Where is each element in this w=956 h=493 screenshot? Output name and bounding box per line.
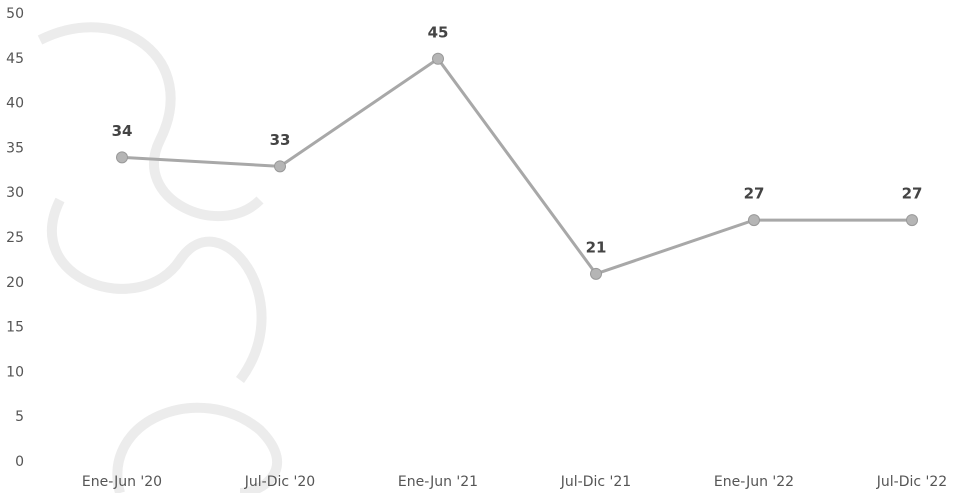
- value-label: 34: [112, 122, 133, 140]
- x-tick-label: Jul-Dic '21: [560, 474, 631, 490]
- x-tick-label: Ene-Jun '22: [714, 474, 794, 490]
- point: [590, 267, 602, 280]
- y-tick-label: 15: [6, 320, 24, 336]
- value-label: 21: [586, 238, 607, 256]
- y-tick-label: 10: [6, 364, 24, 380]
- y-tick-label: 50: [6, 6, 24, 22]
- point: [432, 52, 444, 65]
- x-tick-label: Jul-Dic '22: [876, 474, 947, 490]
- value-label: 33: [270, 131, 291, 149]
- point: [274, 160, 286, 173]
- y-tick-label: 35: [6, 140, 24, 156]
- value-label: 27: [744, 185, 765, 203]
- y-tick-label: 0: [15, 454, 24, 470]
- line: [121, 56, 912, 276]
- point: [748, 214, 760, 227]
- y-tick-label: 5: [15, 409, 24, 425]
- background-ornament: [37, 22, 283, 493]
- x-tick-label: Ene-Jun '21: [398, 474, 478, 490]
- x-tick-label: Ene-Jun '20: [82, 474, 162, 490]
- y-tick-label: 30: [6, 185, 24, 201]
- x-tick-label: Jul-Dic '20: [244, 474, 315, 490]
- y-tick-label: 25: [6, 230, 24, 246]
- value-label: 27: [902, 185, 923, 203]
- y-tick-label: 20: [6, 275, 24, 291]
- point: [116, 151, 128, 164]
- y-tick-label: 40: [6, 96, 24, 112]
- value-label: 45: [428, 23, 449, 41]
- y-tick-label: 45: [6, 51, 24, 67]
- point: [906, 214, 918, 227]
